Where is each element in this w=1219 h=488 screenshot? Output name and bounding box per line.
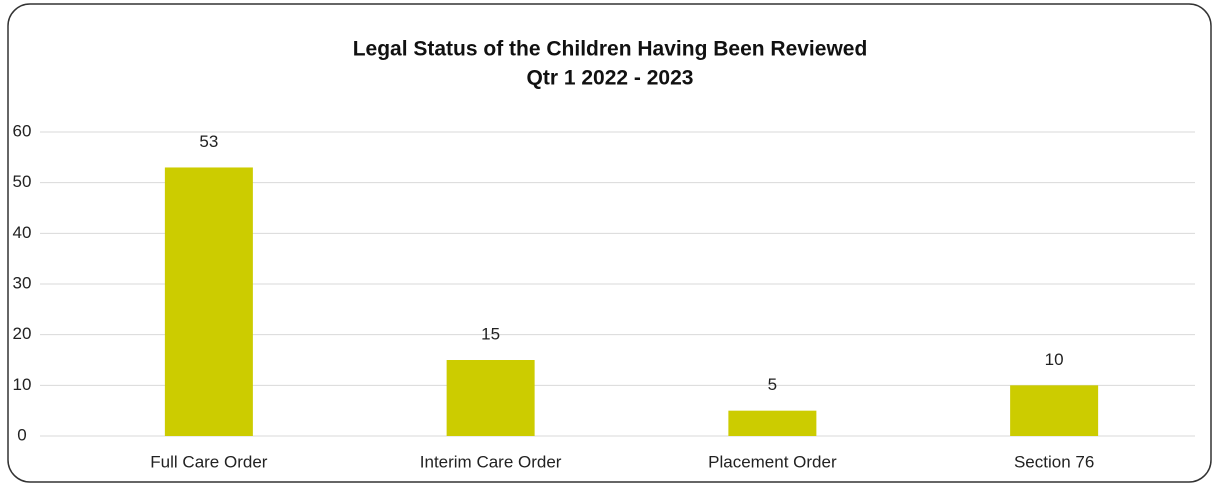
y-tick-label: 40 <box>13 223 32 242</box>
x-tick-label: Placement Order <box>708 452 837 471</box>
y-tick-label: 60 <box>13 121 32 140</box>
y-tick-label: 50 <box>13 172 32 191</box>
data-label: 5 <box>768 375 777 394</box>
chart-border <box>7 3 1212 483</box>
data-label: 53 <box>199 132 218 151</box>
data-label: 15 <box>481 324 500 343</box>
y-tick-label: 30 <box>13 273 32 292</box>
bar <box>728 410 817 436</box>
y-tick-label: 0 <box>17 425 26 444</box>
bar <box>446 360 535 436</box>
bar <box>1010 385 1099 436</box>
chart-subtitle: Qtr 1 2022 - 2023 <box>527 67 694 90</box>
bar <box>164 167 253 436</box>
x-tick-label: Full Care Order <box>150 452 267 471</box>
y-tick-label: 10 <box>13 375 32 394</box>
x-tick-label: Section 76 <box>1014 452 1094 471</box>
x-tick-label: Interim Care Order <box>420 452 562 471</box>
y-tick-label: 20 <box>13 324 32 343</box>
chart-title: Legal Status of the Children Having Been… <box>353 38 868 61</box>
data-label: 10 <box>1045 350 1064 369</box>
